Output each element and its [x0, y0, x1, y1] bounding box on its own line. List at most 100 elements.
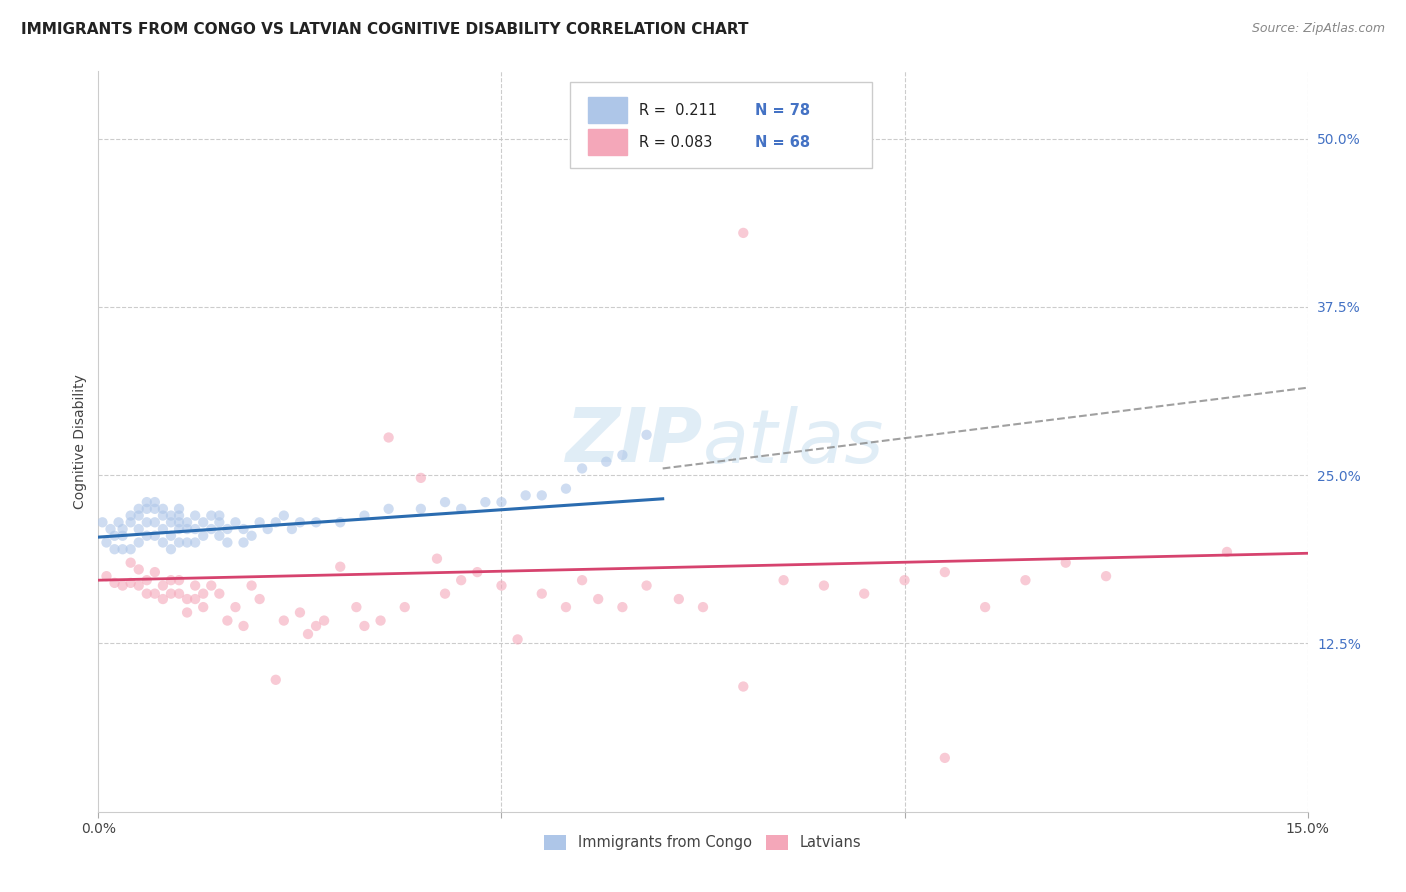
Point [232, 619, 254, 633]
Point [668, 592, 690, 607]
Point [152, 522, 174, 536]
Point [143, 501, 166, 516]
Point [636, 578, 658, 592]
Point [176, 606, 198, 620]
Point [612, 600, 634, 615]
Point [135, 529, 157, 543]
Point [208, 508, 231, 523]
Point [193, 600, 215, 615]
Point [353, 619, 375, 633]
Point [176, 535, 198, 549]
Point [208, 516, 231, 530]
Point [934, 565, 956, 579]
Text: N = 68: N = 68 [755, 135, 810, 150]
Point [200, 522, 222, 536]
Point [224, 516, 246, 530]
Point [96, 569, 118, 583]
Point [329, 516, 352, 530]
Point [288, 516, 311, 530]
Point [394, 600, 416, 615]
Point [232, 522, 254, 536]
Point [103, 575, 125, 590]
Point [111, 542, 134, 557]
Point [217, 522, 239, 536]
Point [264, 673, 287, 687]
Point [135, 573, 157, 587]
Point [103, 542, 125, 557]
Point [409, 471, 432, 485]
Point [152, 508, 174, 523]
Point [128, 562, 150, 576]
Point [586, 592, 609, 607]
Text: R = 0.083: R = 0.083 [638, 135, 713, 150]
Point [264, 516, 287, 530]
Text: IMMIGRANTS FROM CONGO VS LATVIAN COGNITIVE DISABILITY CORRELATION CHART: IMMIGRANTS FROM CONGO VS LATVIAN COGNITI… [21, 22, 748, 37]
Point [120, 516, 142, 530]
Point [167, 573, 190, 587]
Point [474, 495, 496, 509]
Point [974, 600, 997, 615]
Point [167, 516, 190, 530]
Point [120, 542, 142, 557]
Point [426, 551, 449, 566]
Point [143, 565, 166, 579]
Point [200, 578, 222, 592]
Point [692, 600, 714, 615]
Point [208, 529, 231, 543]
Point [152, 501, 174, 516]
Bar [588, 129, 627, 155]
Point [167, 587, 190, 601]
Point [111, 522, 134, 536]
Point [636, 427, 658, 442]
Point [434, 587, 457, 601]
Point [224, 600, 246, 615]
Point [184, 578, 207, 592]
Point [249, 516, 271, 530]
Point [515, 488, 537, 502]
Point [353, 508, 375, 523]
Point [555, 600, 578, 615]
Point [176, 522, 198, 536]
Y-axis label: Cognitive Disability: Cognitive Disability [73, 374, 87, 509]
Point [329, 559, 352, 574]
Point [281, 522, 304, 536]
Bar [588, 97, 627, 123]
Text: atlas: atlas [703, 406, 884, 477]
Point [208, 587, 231, 601]
Point [120, 556, 142, 570]
Point [128, 501, 150, 516]
Point [184, 508, 207, 523]
Point [733, 680, 755, 694]
Point [1095, 569, 1118, 583]
Point [249, 592, 271, 607]
Text: ZIP: ZIP [565, 405, 703, 478]
Point [1216, 545, 1239, 559]
Point [193, 516, 215, 530]
Point [506, 632, 529, 647]
Point [288, 606, 311, 620]
Point [160, 529, 183, 543]
Point [273, 614, 295, 628]
Point [167, 508, 190, 523]
Point [893, 573, 915, 587]
Point [595, 455, 617, 469]
Text: R =  0.211: R = 0.211 [638, 103, 717, 118]
Point [314, 614, 336, 628]
Point [853, 587, 876, 601]
Point [135, 501, 157, 516]
Point [733, 226, 755, 240]
Point [120, 575, 142, 590]
Point [176, 516, 198, 530]
Point [107, 516, 129, 530]
Text: N = 78: N = 78 [755, 103, 810, 118]
Point [96, 535, 118, 549]
Point [160, 508, 183, 523]
Point [143, 587, 166, 601]
Point [217, 614, 239, 628]
Point [193, 587, 215, 601]
Point [571, 461, 593, 475]
Point [160, 542, 183, 557]
FancyBboxPatch shape [569, 82, 872, 168]
Legend: Immigrants from Congo, Latvians: Immigrants from Congo, Latvians [538, 830, 868, 856]
Point [128, 578, 150, 592]
